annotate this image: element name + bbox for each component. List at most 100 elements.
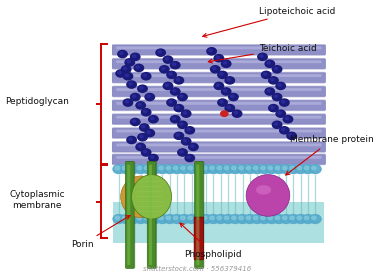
Circle shape	[152, 216, 156, 220]
Circle shape	[169, 73, 172, 75]
Circle shape	[220, 73, 223, 75]
Text: shutterstock.com · 556379416: shutterstock.com · 556379416	[143, 266, 251, 272]
Circle shape	[140, 124, 149, 131]
Circle shape	[178, 149, 187, 156]
Circle shape	[225, 77, 234, 84]
FancyBboxPatch shape	[112, 72, 326, 83]
Circle shape	[302, 214, 314, 223]
Circle shape	[127, 136, 136, 144]
Circle shape	[138, 85, 147, 92]
Circle shape	[125, 59, 135, 66]
Text: Cytoplasmic
membrane: Cytoplasmic membrane	[9, 190, 65, 210]
Circle shape	[304, 166, 309, 170]
FancyBboxPatch shape	[116, 46, 321, 49]
Circle shape	[232, 216, 236, 220]
Circle shape	[211, 66, 220, 73]
Circle shape	[280, 214, 292, 223]
Circle shape	[125, 74, 129, 77]
Circle shape	[113, 165, 125, 174]
Circle shape	[118, 71, 121, 74]
Circle shape	[222, 165, 234, 174]
Circle shape	[265, 88, 275, 95]
Circle shape	[215, 165, 227, 174]
Circle shape	[187, 128, 190, 131]
Circle shape	[217, 166, 222, 170]
FancyBboxPatch shape	[116, 88, 321, 91]
Circle shape	[276, 110, 285, 117]
Circle shape	[172, 89, 176, 92]
Circle shape	[135, 214, 147, 223]
Text: Peptidoglycan: Peptidoglycan	[5, 97, 69, 106]
Circle shape	[170, 116, 180, 123]
Circle shape	[122, 216, 127, 220]
Circle shape	[202, 166, 207, 170]
FancyBboxPatch shape	[112, 73, 325, 82]
Circle shape	[216, 56, 220, 59]
Circle shape	[128, 165, 139, 174]
Circle shape	[222, 60, 231, 67]
Circle shape	[164, 214, 176, 223]
Ellipse shape	[256, 185, 271, 195]
Circle shape	[214, 55, 223, 62]
Circle shape	[131, 118, 140, 126]
Circle shape	[129, 83, 132, 85]
Circle shape	[151, 156, 154, 158]
Circle shape	[179, 214, 190, 223]
Circle shape	[218, 99, 227, 106]
Circle shape	[207, 48, 216, 55]
Circle shape	[280, 127, 289, 134]
Circle shape	[121, 66, 131, 73]
FancyBboxPatch shape	[196, 161, 204, 268]
Circle shape	[297, 166, 301, 170]
FancyBboxPatch shape	[116, 144, 321, 146]
Circle shape	[178, 121, 187, 128]
Circle shape	[159, 216, 163, 220]
Circle shape	[123, 73, 133, 80]
FancyBboxPatch shape	[195, 161, 203, 268]
Circle shape	[156, 49, 165, 56]
Circle shape	[251, 214, 263, 223]
Circle shape	[116, 70, 126, 77]
Circle shape	[180, 150, 183, 153]
Circle shape	[142, 149, 151, 156]
Circle shape	[207, 214, 219, 223]
Circle shape	[224, 216, 229, 220]
FancyBboxPatch shape	[112, 155, 325, 164]
Circle shape	[216, 84, 220, 86]
Circle shape	[295, 214, 307, 223]
Circle shape	[185, 154, 195, 162]
Circle shape	[134, 64, 144, 71]
Circle shape	[239, 216, 243, 220]
Circle shape	[278, 84, 281, 86]
Circle shape	[122, 166, 127, 170]
Text: Phospholipid: Phospholipid	[180, 223, 242, 258]
FancyBboxPatch shape	[112, 154, 326, 165]
Circle shape	[181, 216, 185, 220]
Circle shape	[282, 128, 285, 131]
Circle shape	[133, 95, 136, 97]
Ellipse shape	[121, 176, 161, 218]
Circle shape	[144, 166, 149, 170]
Circle shape	[138, 134, 147, 141]
Circle shape	[282, 101, 285, 103]
Circle shape	[269, 104, 278, 112]
Circle shape	[172, 117, 176, 120]
Circle shape	[274, 95, 278, 97]
Circle shape	[209, 49, 212, 52]
Circle shape	[136, 66, 139, 68]
FancyBboxPatch shape	[196, 220, 199, 257]
Circle shape	[167, 99, 176, 106]
Circle shape	[259, 214, 270, 223]
Circle shape	[130, 166, 134, 170]
Circle shape	[183, 111, 187, 114]
Circle shape	[229, 214, 241, 223]
Circle shape	[129, 138, 132, 141]
Circle shape	[115, 216, 120, 220]
Circle shape	[274, 123, 278, 125]
Circle shape	[200, 214, 212, 223]
Circle shape	[225, 104, 234, 112]
FancyBboxPatch shape	[113, 202, 324, 242]
Circle shape	[180, 95, 183, 97]
Circle shape	[193, 214, 205, 223]
Circle shape	[181, 110, 191, 117]
